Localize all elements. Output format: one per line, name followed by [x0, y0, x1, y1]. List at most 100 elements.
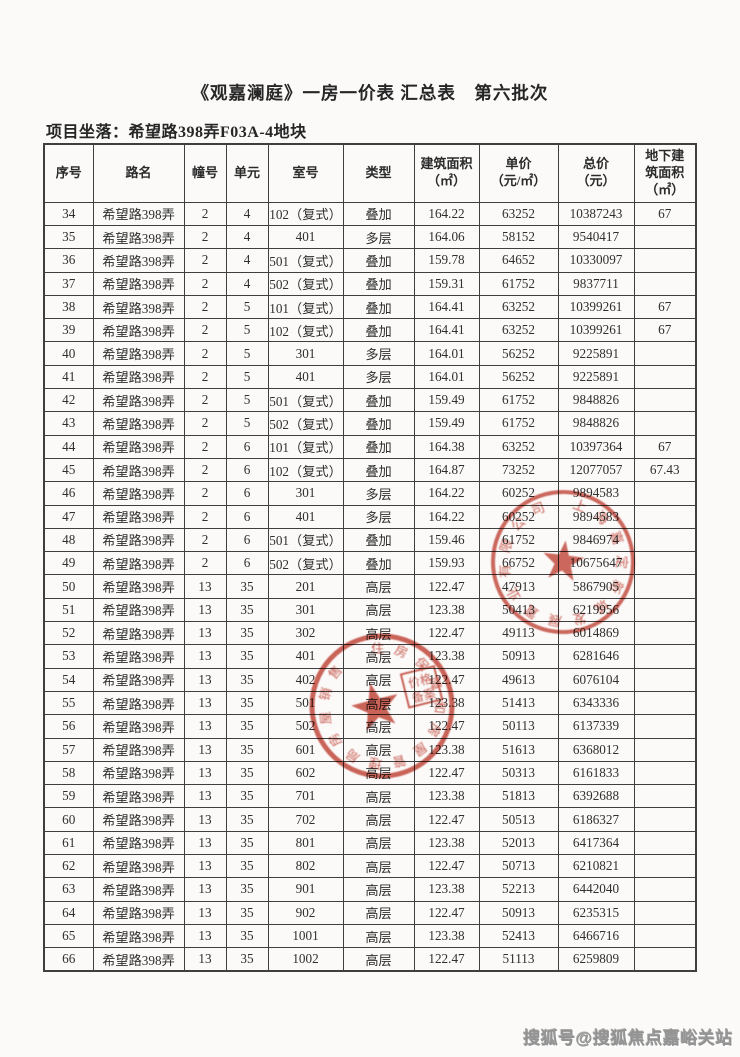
cell-total-price: 9848826	[557, 411, 635, 436]
project-location-value: 希望路398弄F03A-4地块	[128, 124, 307, 141]
cell-road: 希望路398弄	[92, 434, 185, 459]
cell-basement-area	[633, 877, 697, 902]
cell-road: 希望路398弄	[92, 457, 185, 483]
cell-type: 高层	[342, 784, 415, 809]
cell-building: 13	[183, 667, 227, 692]
cell-room: 302	[267, 621, 344, 646]
cell-unit-price: 58152	[478, 224, 559, 250]
cell-unit: 5	[225, 318, 269, 343]
table-row: 47 希望路398弄 2 6 401 多层 164.22 60252 9894583	[43, 504, 697, 529]
cell-area: 159.49	[413, 388, 480, 413]
cell-unit-price: 47913	[478, 574, 559, 599]
cell-room: 1001	[267, 923, 344, 949]
cell-basement-area: 67	[633, 318, 697, 343]
cell-total-price: 10387243	[557, 201, 635, 226]
cell-unit: 35	[225, 690, 269, 716]
cell-seq: 34	[43, 201, 94, 226]
cell-total-price: 6014869	[557, 621, 635, 646]
cell-unit: 35	[225, 667, 269, 692]
page-title: 《观嘉澜庭》一房一价表 汇总表 第六批次	[191, 83, 549, 103]
cell-building: 13	[183, 644, 227, 669]
cell-unit: 5	[225, 294, 269, 320]
cell-room: 401	[267, 504, 344, 529]
cell-type: 多层	[342, 504, 415, 529]
cell-area: 159.49	[413, 411, 480, 436]
cell-seq: 59	[43, 784, 94, 809]
column-header-road: 路名	[92, 143, 185, 203]
cell-area: 122.47	[413, 900, 480, 925]
table-row: 62 希望路398弄 13 35 802 高层 122.47 50713 6210821	[43, 853, 697, 879]
cell-unit-price: 52013	[478, 830, 559, 855]
cell-type: 叠加	[342, 388, 415, 413]
cell-unit-price: 61752	[478, 271, 559, 296]
cell-unit-price: 51113	[478, 947, 559, 972]
cell-room: 702	[267, 807, 344, 832]
cell-area: 122.47	[413, 667, 480, 692]
cell-seq: 43	[43, 411, 94, 436]
cell-road: 希望路398弄	[92, 737, 185, 762]
cell-road: 希望路398弄	[92, 853, 185, 879]
table-row: 65 希望路398弄 13 35 1001 高层 123.38 52413 6466716	[43, 923, 697, 949]
cell-total-price: 6343336	[557, 690, 635, 716]
cell-area: 123.38	[413, 877, 480, 902]
cell-basement-area: 67	[633, 434, 697, 459]
cell-road: 希望路398弄	[92, 621, 185, 646]
column-header-building: 幢号	[183, 143, 227, 203]
table-row: 66 希望路398弄 13 35 1002 高层 122.47 51113 6259809	[43, 947, 697, 972]
cell-type: 多层	[342, 341, 415, 366]
table-row: 39 希望路398弄 2 5 102（复式） 叠加 164.41 63252 10399261 6…	[43, 318, 697, 343]
cell-room: 501（复式）	[267, 527, 344, 553]
cell-total-price: 6281646	[557, 644, 635, 669]
cell-area: 123.38	[413, 830, 480, 855]
cell-area: 159.93	[413, 551, 480, 576]
cell-unit: 5	[225, 341, 269, 366]
cell-seq: 51	[43, 597, 94, 623]
cell-basement-area	[633, 830, 697, 855]
table-row: 43 希望路398弄 2 5 502（复式） 叠加 159.49 61752 9848826	[43, 411, 697, 436]
table-row: 44 希望路398弄 2 6 101（复式） 叠加 164.38 63252 10397364 6…	[43, 434, 697, 459]
cell-unit-price: 50913	[478, 644, 559, 669]
cell-area: 164.01	[413, 341, 480, 366]
cell-basement-area	[633, 667, 697, 692]
cell-building: 13	[183, 597, 227, 623]
table-row: 61 希望路398弄 13 35 801 高层 123.38 52013 6417364	[43, 830, 697, 855]
cell-unit: 35	[225, 923, 269, 949]
cell-building: 2	[183, 224, 227, 250]
cell-area: 122.47	[413, 853, 480, 879]
cell-area: 159.31	[413, 271, 480, 296]
cell-road: 希望路398弄	[92, 714, 185, 739]
column-header-type: 类型	[342, 143, 415, 203]
cell-unit: 35	[225, 900, 269, 925]
cell-room: 301	[267, 481, 344, 506]
cell-unit-price: 49613	[478, 667, 559, 692]
price-table: 序号 路名 幢号 单元 室号 类型 建筑面积 （㎡） 单价 （元/㎡） 总价 （元） 地下建 筑面…	[43, 143, 697, 973]
column-header-unit: 单元	[225, 143, 269, 203]
cell-seq: 37	[43, 271, 94, 296]
cell-basement-area	[633, 784, 697, 809]
cell-area: 159.46	[413, 527, 480, 553]
cell-seq: 64	[43, 900, 94, 925]
cell-basement-area	[633, 807, 697, 832]
cell-basement-area	[633, 853, 697, 879]
cell-basement-area	[633, 900, 697, 925]
cell-area: 164.41	[413, 318, 480, 343]
cell-total-price: 6076104	[557, 667, 635, 692]
cell-type: 高层	[342, 644, 415, 669]
cell-total-price: 6442040	[557, 877, 635, 902]
cell-total-price: 6186327	[557, 807, 635, 832]
cell-seq: 65	[43, 923, 94, 949]
cell-unit: 35	[225, 760, 269, 786]
cell-room: 501	[267, 690, 344, 716]
cell-type: 叠加	[342, 248, 415, 273]
table-row: 55 希望路398弄 13 35 501 高层 123.38 51413 6343336	[43, 690, 697, 716]
cell-area: 123.38	[413, 690, 480, 716]
table-row: 57 希望路398弄 13 35 601 高层 123.38 51613 6368012	[43, 737, 697, 762]
cell-seq: 56	[43, 714, 94, 739]
cell-road: 希望路398弄	[92, 597, 185, 623]
cell-unit-price: 63252	[478, 318, 559, 343]
cell-room: 601	[267, 737, 344, 762]
cell-building: 13	[183, 853, 227, 879]
cell-total-price: 6368012	[557, 737, 635, 762]
cell-seq: 58	[43, 760, 94, 786]
cell-type: 叠加	[342, 411, 415, 436]
